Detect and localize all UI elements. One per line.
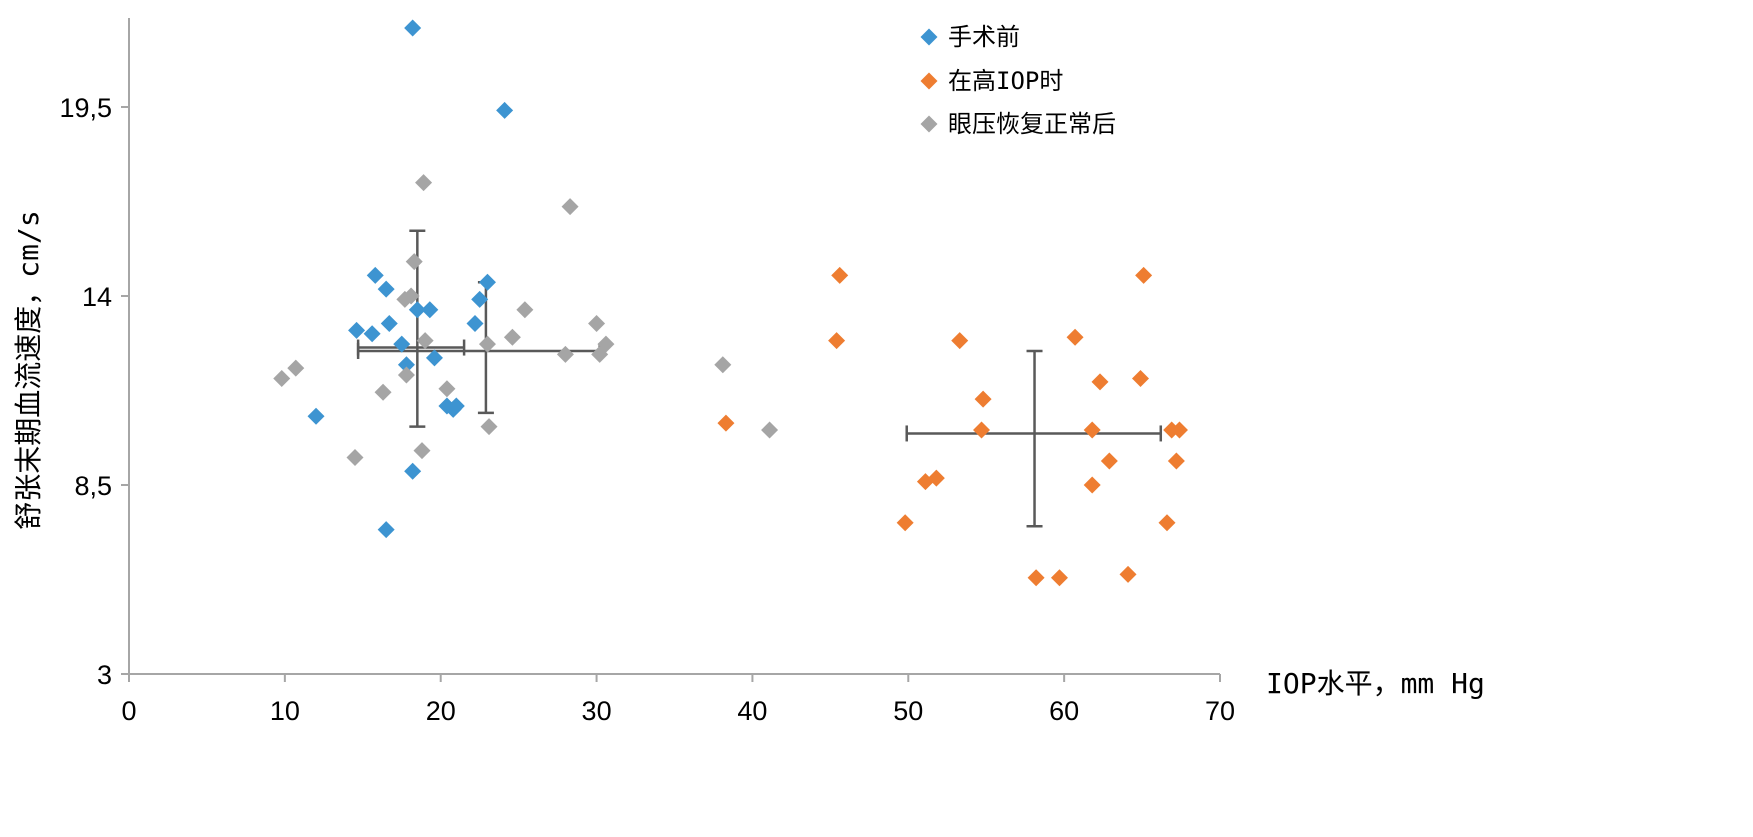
data-point <box>717 414 735 432</box>
x-tick-label: 0 <box>121 696 136 726</box>
y-tick-label: 8,5 <box>74 471 112 501</box>
legend-label: 在高IOP时 <box>948 67 1063 95</box>
data-point <box>1132 369 1150 387</box>
data-point <box>397 366 415 384</box>
data-point <box>404 462 422 480</box>
y-axis-title: 舒张末期血流速度，cm/s <box>12 210 45 529</box>
data-point <box>1027 569 1045 587</box>
data-point <box>425 349 443 367</box>
data-point <box>973 421 991 439</box>
legend-label: 眼压恢复正常后 <box>948 110 1116 138</box>
data-point <box>444 400 462 418</box>
y-tick-label: 19,5 <box>59 93 112 123</box>
data-point <box>588 314 606 332</box>
data-point <box>397 356 415 374</box>
series-3 <box>273 174 779 467</box>
data-point <box>591 345 609 363</box>
data-point <box>405 253 423 271</box>
data-point <box>1167 452 1185 470</box>
data-point <box>516 301 534 319</box>
data-point <box>480 418 498 436</box>
data-point <box>307 407 325 425</box>
data-point <box>377 280 395 298</box>
data-point <box>896 514 914 532</box>
axes: 0 10 20 30 40 50 60 70 3 8,5 14 19,5 <box>59 18 1235 726</box>
series-2 <box>717 266 1188 587</box>
data-point <box>438 380 456 398</box>
legend-marker <box>920 115 938 133</box>
data-point <box>346 449 364 467</box>
data-point <box>496 101 514 119</box>
x-tick-label: 40 <box>737 696 767 726</box>
data-point <box>471 290 489 308</box>
data-point <box>503 328 521 346</box>
data-point <box>374 383 392 401</box>
data-point <box>478 335 496 353</box>
data-point <box>287 359 305 377</box>
data-point <box>478 273 496 291</box>
error-bars <box>356 229 1163 528</box>
data-point <box>1091 373 1109 391</box>
data-point <box>466 314 484 332</box>
data-point <box>974 390 992 408</box>
data-point <box>714 356 732 374</box>
data-point <box>1135 266 1153 284</box>
data-point <box>927 469 945 487</box>
data-point <box>416 332 434 350</box>
data-point <box>393 335 411 353</box>
data-point <box>1066 328 1084 346</box>
data-point <box>413 442 431 460</box>
data-point <box>273 369 291 387</box>
data-point <box>377 521 395 539</box>
y-tick-label: 14 <box>82 282 112 312</box>
data-point <box>1170 421 1188 439</box>
data-point <box>396 290 414 308</box>
legend-marker <box>920 72 938 90</box>
data-point <box>556 345 574 363</box>
data-point <box>366 266 384 284</box>
x-tick-label: 20 <box>426 696 456 726</box>
data-point <box>415 174 433 192</box>
data-point <box>761 421 779 439</box>
x-tick-label: 10 <box>270 696 300 726</box>
series-1 <box>307 19 514 539</box>
x-tick-label: 70 <box>1205 696 1235 726</box>
data-points <box>273 19 1188 587</box>
legend-marker <box>920 28 938 46</box>
data-point <box>1100 452 1118 470</box>
data-point <box>831 266 849 284</box>
data-point <box>828 332 846 350</box>
legend-entry: 在高IOP时 <box>920 67 1063 95</box>
legend-entry: 眼压恢复正常后 <box>920 110 1116 138</box>
data-point <box>363 325 381 343</box>
data-point <box>1158 514 1176 532</box>
data-point <box>561 198 579 216</box>
data-point <box>408 301 426 319</box>
x-tick-label: 60 <box>1049 696 1079 726</box>
data-point <box>1119 565 1137 583</box>
legend-label: 手术前 <box>948 23 1020 51</box>
data-point <box>380 314 398 332</box>
data-point <box>404 19 422 37</box>
data-point <box>1050 569 1068 587</box>
x-tick-label: 30 <box>582 696 612 726</box>
y-tick-label: 3 <box>97 660 112 690</box>
data-point <box>951 332 969 350</box>
error-bar <box>905 349 1163 528</box>
x-tick-label: 50 <box>893 696 923 726</box>
data-point <box>348 321 366 339</box>
legend-entry: 手术前 <box>920 23 1020 51</box>
data-point <box>1083 476 1101 494</box>
x-axis-title: IOP水平，mm Hg <box>1266 667 1485 700</box>
data-point <box>421 301 439 319</box>
data-point <box>1083 421 1101 439</box>
